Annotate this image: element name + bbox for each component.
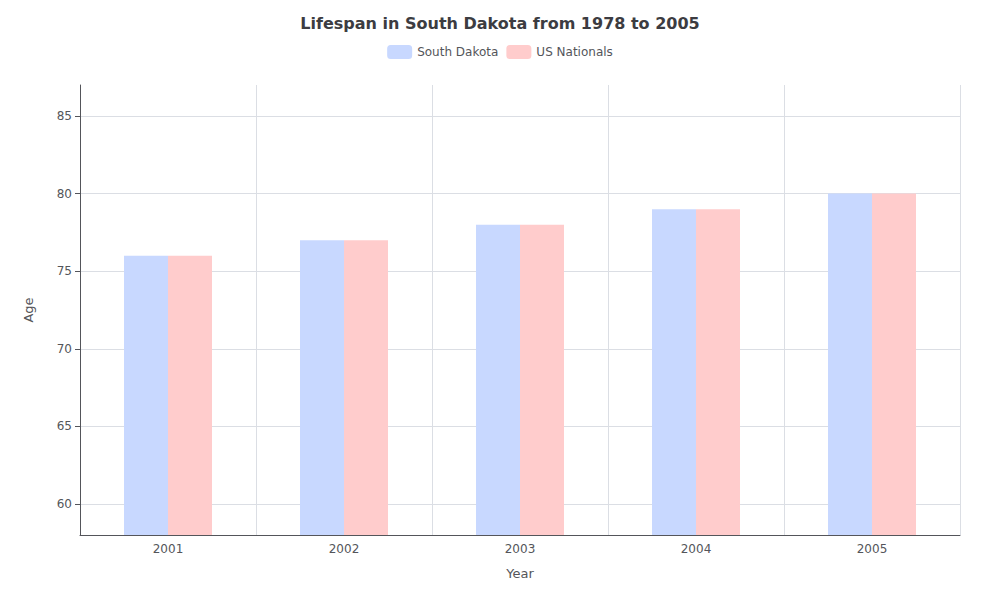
svg-text:2005: 2005 — [857, 542, 888, 556]
svg-text:80: 80 — [57, 187, 72, 201]
svg-text:Lifespan in South Dakota from: Lifespan in South Dakota from 1978 to 20… — [300, 14, 699, 33]
svg-text:2003: 2003 — [505, 542, 536, 556]
svg-text:70: 70 — [57, 342, 72, 356]
svg-text:85: 85 — [57, 109, 72, 123]
svg-text:60: 60 — [57, 497, 72, 511]
svg-text:US Nationals: US Nationals — [536, 45, 612, 59]
svg-text:2002: 2002 — [329, 542, 360, 556]
svg-text:2001: 2001 — [153, 542, 184, 556]
svg-text:75: 75 — [57, 264, 72, 278]
svg-text:South Dakota: South Dakota — [417, 45, 498, 59]
svg-text:Year: Year — [505, 566, 534, 581]
svg-text:Age: Age — [21, 297, 36, 322]
svg-text:65: 65 — [57, 419, 72, 433]
svg-text:2004: 2004 — [681, 542, 712, 556]
